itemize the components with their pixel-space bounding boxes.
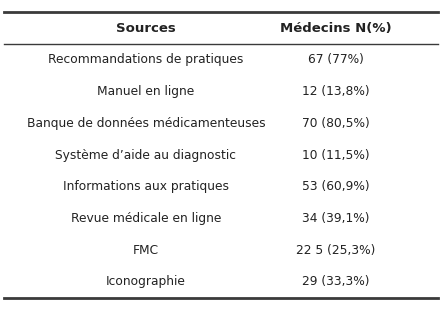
Text: Manuel en ligne: Manuel en ligne	[97, 85, 194, 98]
Text: Iconographie: Iconographie	[106, 275, 186, 288]
Text: 10 (11,5%): 10 (11,5%)	[302, 148, 370, 162]
Text: Revue médicale en ligne: Revue médicale en ligne	[71, 212, 221, 225]
Text: Médecins N(%): Médecins N(%)	[280, 22, 392, 35]
Text: 22 5 (25,3%): 22 5 (25,3%)	[296, 244, 376, 257]
Text: 12 (13,8%): 12 (13,8%)	[302, 85, 370, 98]
Text: 34 (39,1%): 34 (39,1%)	[302, 212, 370, 225]
Text: Banque de données médicamenteuses: Banque de données médicamenteuses	[27, 117, 265, 130]
Text: 53 (60,9%): 53 (60,9%)	[302, 180, 370, 193]
Text: Sources: Sources	[116, 22, 176, 35]
Text: 29 (33,3%): 29 (33,3%)	[302, 275, 370, 288]
Text: Informations aux pratiques: Informations aux pratiques	[63, 180, 229, 193]
Text: Recommandations de pratiques: Recommandations de pratiques	[48, 53, 244, 66]
Text: 70 (80,5%): 70 (80,5%)	[302, 117, 370, 130]
Text: 67 (77%): 67 (77%)	[308, 53, 364, 66]
Text: Système d’aide au diagnostic: Système d’aide au diagnostic	[55, 148, 236, 162]
Text: FMC: FMC	[133, 244, 159, 257]
